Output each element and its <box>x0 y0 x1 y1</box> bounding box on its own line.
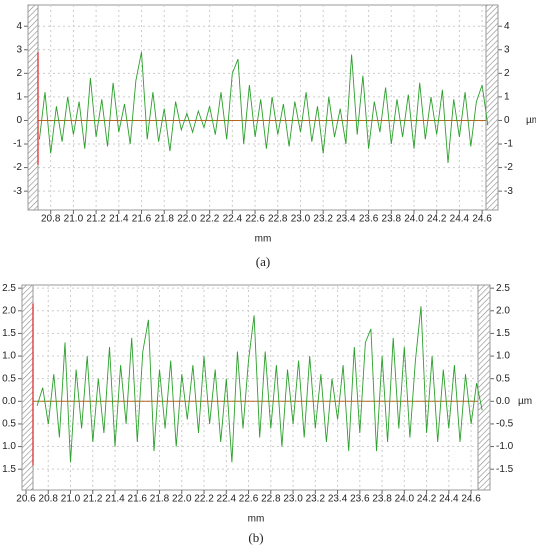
x-tick-label: 24.4 <box>450 214 470 225</box>
y-tick-label: 1.5 <box>2 328 16 339</box>
x-tick-label: 21.8 <box>150 494 170 505</box>
y-tick-label: -3 <box>13 186 22 197</box>
x-axis-title: mm <box>248 514 265 525</box>
x-tick-label: 21.2 <box>86 214 106 225</box>
x-tick-label: 23.0 <box>283 494 303 505</box>
profile-line <box>38 52 489 163</box>
x-tick-label: 21.6 <box>128 494 148 505</box>
x-tick-label: 22.0 <box>177 214 197 225</box>
x-tick-label: 23.6 <box>350 494 370 505</box>
y-tick-label: 3 <box>16 44 22 55</box>
x-tick-label: 23.4 <box>336 214 356 225</box>
hatch-right <box>485 4 499 211</box>
x-tick-label: 22.6 <box>239 494 259 505</box>
x-tick-label: 20.8 <box>39 494 59 505</box>
y-tick-label: 1.5 <box>2 464 16 475</box>
x-tick-label: 22.2 <box>200 214 220 225</box>
x-tick-label: 20.8 <box>41 214 61 225</box>
x-tick-label: 23.8 <box>382 214 402 225</box>
x-tick-label: 22.8 <box>268 214 288 225</box>
x-tick-label: 20.6 <box>16 494 36 505</box>
x-tick-label: 24.4 <box>439 494 459 505</box>
y2-tick-label: 2 <box>504 68 510 79</box>
hatch-right <box>477 284 491 491</box>
y-tick-label: 2 <box>16 68 22 79</box>
y2-tick-label: 1 <box>504 92 510 103</box>
y-tick-label: 0.5 <box>2 373 16 384</box>
y2-tick-label: -1.5 <box>496 464 514 475</box>
x-tick-label: 23.0 <box>291 214 311 225</box>
x-tick-label: 23.2 <box>313 214 333 225</box>
y-unit: µm <box>518 396 532 407</box>
y-tick-label: 1.0 <box>2 441 16 452</box>
x-tick-label: 21.4 <box>105 494 125 505</box>
y2-tick-label: -3 <box>504 186 513 197</box>
y2-tick-label: -1.0 <box>496 441 514 452</box>
x-tick-label: 24.2 <box>417 494 437 505</box>
y-tick-label: 2.5 <box>2 283 16 294</box>
y2-tick-label: -2 <box>504 162 513 173</box>
y-tick-label: 0 <box>16 115 22 126</box>
caption: (a) <box>256 254 270 269</box>
plot-frame <box>27 4 499 211</box>
x-tick-label: 22.8 <box>261 494 281 505</box>
x-tick-label: 22.2 <box>194 494 214 505</box>
y2-tick-label: -1 <box>504 139 513 150</box>
x-tick-label: 21.8 <box>154 214 174 225</box>
y-unit: µm <box>526 115 536 126</box>
x-tick-label: 24.2 <box>427 214 447 225</box>
plot-frame <box>21 284 491 491</box>
y2-tick-label: 1.0 <box>496 351 510 362</box>
x-tick-label: 21.0 <box>64 214 84 225</box>
x-tick-label: 21.0 <box>61 494 81 505</box>
y-tick-label: -2 <box>13 162 22 173</box>
x-tick-label: 24.0 <box>395 494 415 505</box>
x-tick-label: 22.6 <box>245 214 265 225</box>
x-tick-label: 21.4 <box>109 214 129 225</box>
y2-tick-label: 3 <box>504 44 510 55</box>
x-tick-label: 21.2 <box>83 494 103 505</box>
y-tick-label: 4 <box>16 21 22 32</box>
y-tick-label: 0.0 <box>2 396 16 407</box>
x-tick-label: 23.8 <box>372 494 392 505</box>
hatch-left <box>27 4 39 211</box>
y-tick-label: 1.0 <box>2 351 16 362</box>
x-tick-label: 23.2 <box>306 494 326 505</box>
y2-tick-label: 0 <box>504 115 510 126</box>
x-tick-label: 21.6 <box>132 214 152 225</box>
y-tick-label: 2.0 <box>2 305 16 316</box>
y2-tick-label: 1.5 <box>496 328 510 339</box>
profile-line <box>36 306 483 463</box>
y2-tick-label: 2.0 <box>496 305 510 316</box>
y2-tick-label: 2.5 <box>496 283 510 294</box>
x-tick-label: 22.0 <box>172 494 192 505</box>
x-tick-label: 24.6 <box>472 214 492 225</box>
x-tick-label: 23.4 <box>328 494 348 505</box>
y-tick-label: -1 <box>13 139 22 150</box>
y-tick-label: 0.5 <box>2 419 16 430</box>
x-tick-label: 22.4 <box>217 494 237 505</box>
y2-tick-label: 4 <box>504 21 510 32</box>
x-tick-label: 24.6 <box>461 494 481 505</box>
y2-tick-label: 0.0 <box>496 396 510 407</box>
x-tick-label: 23.6 <box>359 214 379 225</box>
caption: (b) <box>248 530 263 545</box>
x-tick-label: 24.0 <box>404 214 424 225</box>
x-tick-label: 22.4 <box>223 214 243 225</box>
x-axis-title: mm <box>255 234 272 245</box>
y2-tick-label: -0.5 <box>496 419 514 430</box>
hatch-left <box>21 284 34 491</box>
y-tick-label: 1 <box>16 92 22 103</box>
y2-tick-label: 0.5 <box>496 373 510 384</box>
